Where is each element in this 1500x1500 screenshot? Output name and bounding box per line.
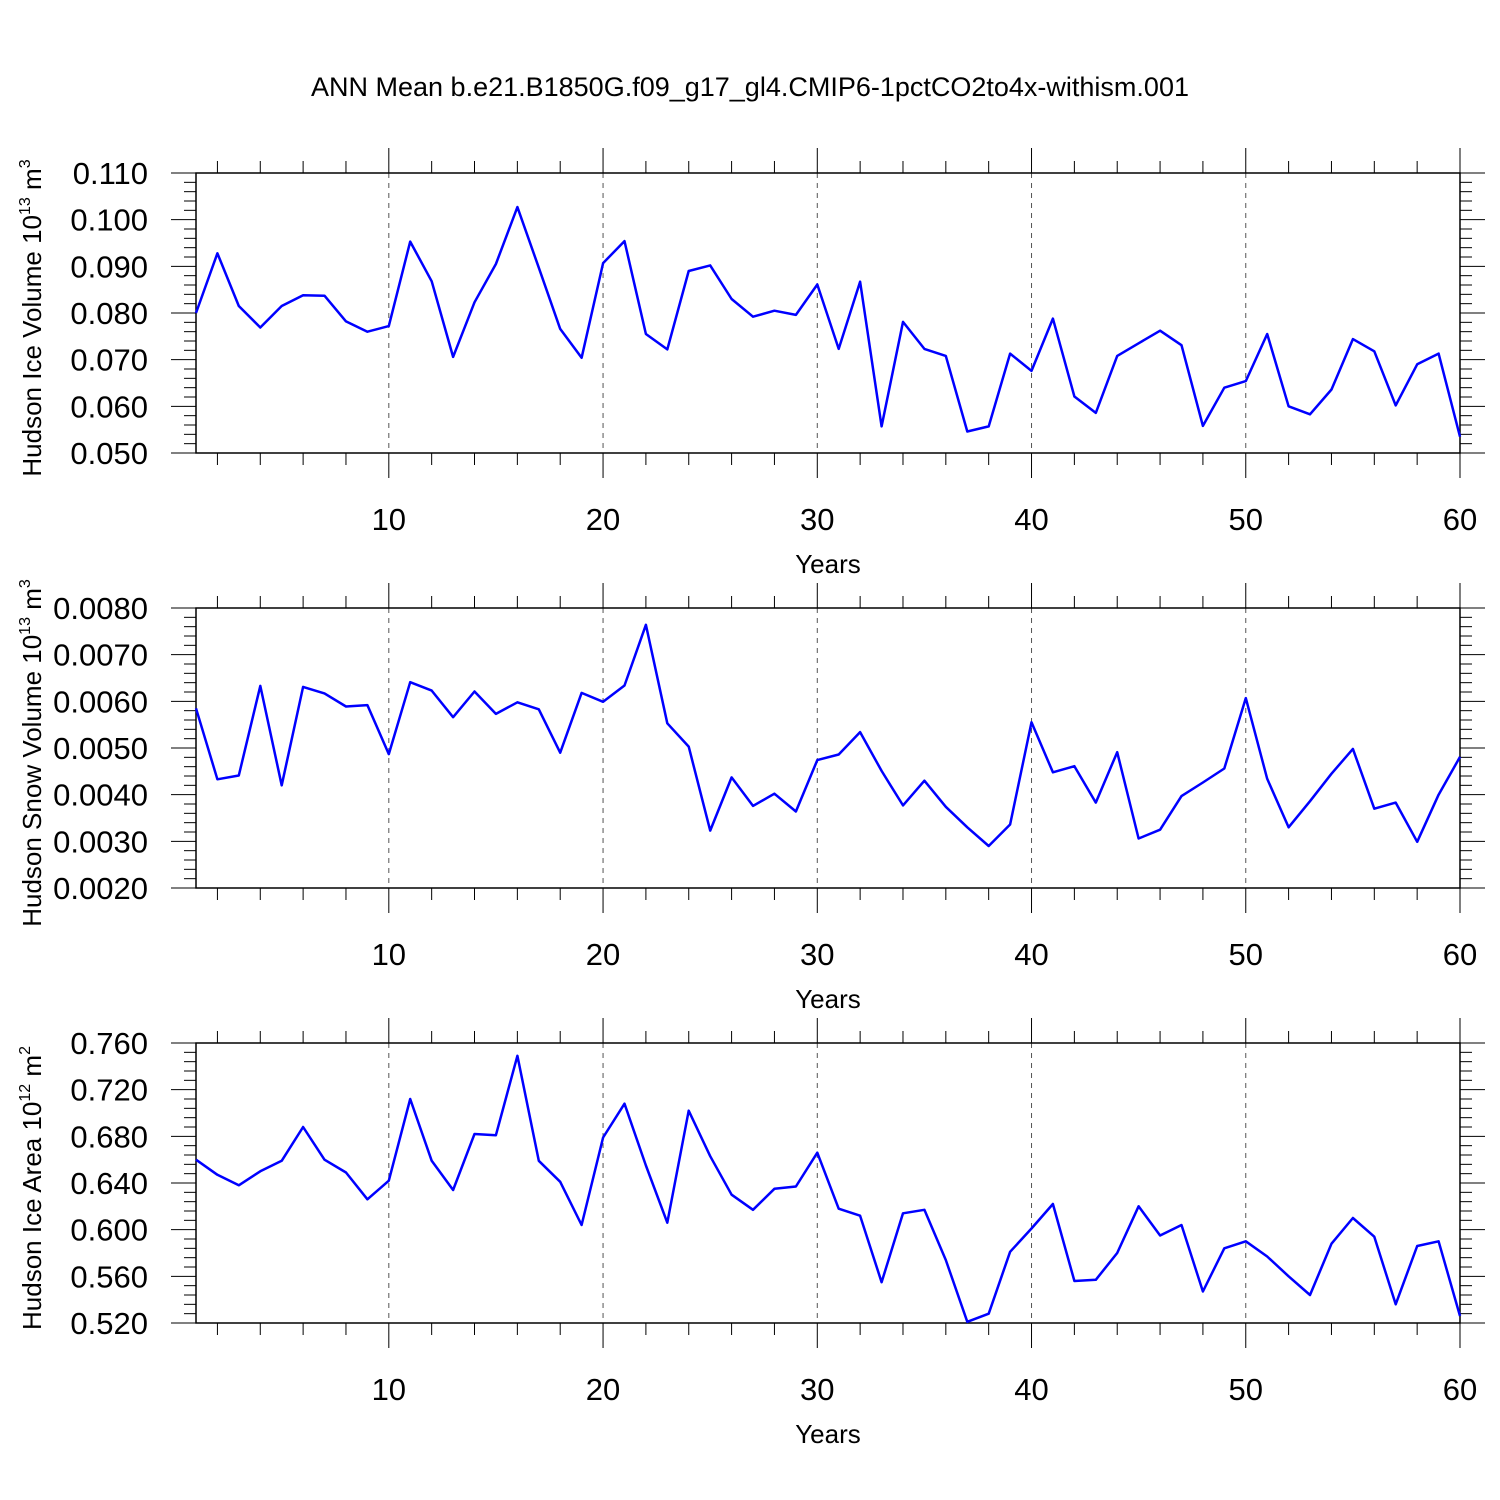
x-tick-label: 10 xyxy=(372,1372,406,1407)
x-tick-label: 30 xyxy=(800,1372,834,1407)
y-axis-label: Hudson Snow Volume 1013 m3 xyxy=(17,579,47,927)
x-tick-label: 50 xyxy=(1229,1372,1263,1407)
y-tick-label: 0.0050 xyxy=(53,731,148,766)
y-tick-label: 0.680 xyxy=(70,1119,148,1154)
x-axis-label: Years xyxy=(795,1419,861,1449)
x-tick-label: 20 xyxy=(586,1372,620,1407)
figure-title: ANN Mean b.e21.B1850G.f09_g17_gl4.CMIP6-… xyxy=(311,72,1189,102)
y-tick-label: 0.060 xyxy=(70,389,148,424)
series-line-ice-volume xyxy=(194,205,1462,438)
x-tick-label: 20 xyxy=(586,502,620,537)
x-tick-label: 10 xyxy=(372,502,406,537)
y-axis-label: Hudson Ice Volume 1013 m3 xyxy=(17,159,47,476)
x-tick-label: 10 xyxy=(372,937,406,972)
y-tick-label: 0.080 xyxy=(70,296,148,331)
x-tick-label: 20 xyxy=(586,937,620,972)
y-tick-label: 0.560 xyxy=(70,1259,148,1294)
x-tick-label: 40 xyxy=(1014,937,1048,972)
x-tick-label: 40 xyxy=(1014,1372,1048,1407)
x-tick-label: 60 xyxy=(1443,502,1477,537)
y-tick-label: 0.760 xyxy=(70,1026,148,1061)
panel-snow-volume: 0.0020 0.0030 0.0040 0.0050 0.0060 0.0070 0.00… xyxy=(17,579,1485,1014)
series-line-snow-volume xyxy=(194,623,1462,848)
y-tick-label: 0.520 xyxy=(70,1306,148,1341)
x-tick-label: 50 xyxy=(1229,502,1263,537)
panel-ice-volume: 0.050 0.060 0.070 0.080 0.090 0.100 0.110 10 20 3… xyxy=(17,148,1485,579)
x-axis-label: Years xyxy=(795,984,861,1014)
x-tick-label: 40 xyxy=(1014,502,1048,537)
y-tick-label: 0.720 xyxy=(70,1073,148,1108)
y-axis-label: Hudson Ice Area 1012 m2 xyxy=(17,1046,47,1330)
y-tick-label: 0.0020 xyxy=(53,871,148,906)
y-tick-label: 0.0030 xyxy=(53,824,148,859)
y-tick-label: 0.110 xyxy=(73,156,148,191)
x-tick-label: 30 xyxy=(800,502,834,537)
y-tick-label: 0.0080 xyxy=(53,591,148,626)
y-tick-label: 0.070 xyxy=(70,343,148,378)
x-tick-label: 30 xyxy=(800,937,834,972)
y-tick-label: 0.0040 xyxy=(53,778,148,813)
y-tick-label: 0.0060 xyxy=(53,684,148,719)
x-tick-label: 60 xyxy=(1443,937,1477,972)
x-tick-label: 60 xyxy=(1443,1372,1477,1407)
x-tick-label: 50 xyxy=(1229,937,1263,972)
series-line-ice-area xyxy=(195,1054,1462,1324)
y-tick-label: 0.0070 xyxy=(53,638,148,673)
y-tick-label: 0.050 xyxy=(70,436,148,471)
y-tick-label: 0.100 xyxy=(70,203,148,238)
y-tick-label: 0.090 xyxy=(70,249,148,284)
panel-ice-area: 0.520 0.560 0.600 0.640 0.680 0.720 0.760 10 20 3… xyxy=(17,1018,1485,1449)
y-tick-label: 0.600 xyxy=(70,1213,148,1248)
x-axis-label: Years xyxy=(795,549,861,579)
y-tick-label: 0.640 xyxy=(70,1166,148,1201)
